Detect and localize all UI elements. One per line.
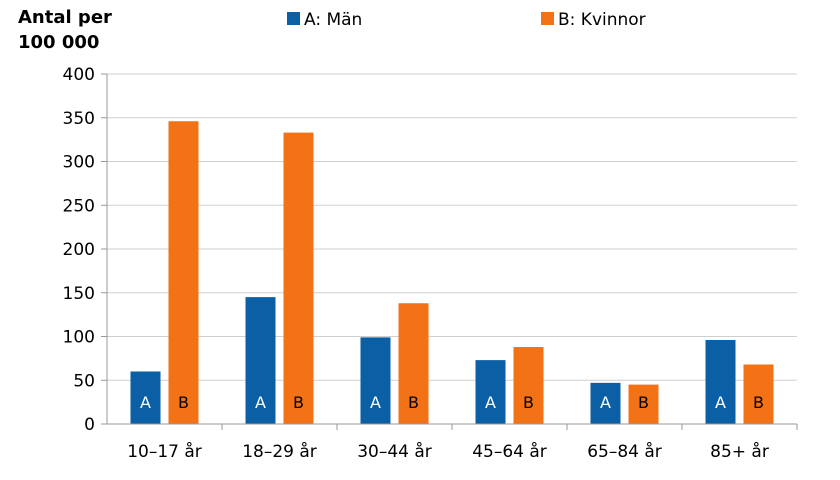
y-tick-label: 100	[63, 328, 95, 348]
x-tick-label: 45–64 år	[472, 441, 547, 462]
bar-series-letter: B	[293, 393, 304, 412]
x-axis-ticks: 10–17 år 18–29 år 30–44 år 45–64 år 65–84 år…	[127, 424, 798, 462]
bar-b	[398, 303, 429, 424]
bar-a	[130, 371, 161, 424]
bar-series-letter: A	[140, 393, 151, 412]
y-tick-label: 200	[63, 240, 95, 260]
bar-a	[245, 297, 276, 424]
y-tick-label: 400	[63, 65, 95, 85]
legend-label-series-a: A: Män	[304, 10, 362, 30]
x-tick-label: 10–17 år	[127, 441, 202, 462]
legend-label-series-b: B: Kvinnor	[558, 10, 646, 30]
legend: A: Män B: Kvinnor	[287, 10, 646, 30]
y-tick-label: 250	[63, 196, 95, 216]
bar-series-letter: B	[523, 393, 534, 412]
bar-series-letter: A	[255, 393, 266, 412]
y-tick-label: 0	[84, 415, 95, 435]
bar-series-letter: A	[600, 393, 611, 412]
bar-series-letter: A	[370, 393, 381, 412]
bar-a	[475, 360, 506, 424]
bar-series-letter: B	[753, 393, 764, 412]
x-tick-label: 30–44 år	[357, 441, 432, 462]
bar-b	[283, 132, 314, 424]
bar-b	[513, 347, 544, 424]
y-tick-label: 300	[63, 153, 95, 173]
y-tick-label: 50	[73, 371, 95, 391]
y-axis-label-line-2: 100 000	[18, 32, 99, 53]
y-axis-label-line-1: Antal per	[18, 7, 112, 28]
bar-a	[590, 382, 621, 424]
y-axis-ticks: 0 50 100 150 200 250 300 350 400	[63, 65, 107, 435]
bar-a	[705, 340, 736, 424]
legend-swatch-series-b	[541, 12, 554, 25]
legend-swatch-series-a	[287, 12, 300, 25]
y-tick-label: 350	[63, 109, 95, 129]
x-tick-label: 18–29 år	[242, 441, 317, 462]
bar-series-letter: B	[178, 393, 189, 412]
bar-series-letter: A	[715, 393, 726, 412]
bar-a	[360, 337, 391, 424]
gridlines	[107, 73, 797, 381]
bar-b	[168, 121, 199, 424]
bar-series-letter: B	[408, 393, 419, 412]
bar-b	[628, 384, 659, 424]
bar-b	[743, 364, 774, 424]
x-tick-label: 65–84 år	[587, 441, 662, 462]
bar-series-letter: B	[638, 393, 649, 412]
y-tick-label: 150	[63, 284, 95, 304]
bar-series-letter: A	[485, 393, 496, 412]
x-tick-label: 85+ år	[710, 441, 769, 462]
